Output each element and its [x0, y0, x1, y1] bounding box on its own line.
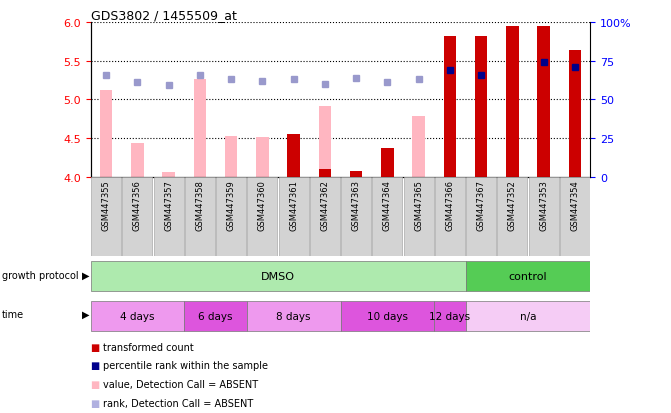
Bar: [444, 37, 456, 178]
Text: ■: ■: [91, 361, 100, 370]
Text: control: control: [509, 272, 548, 282]
FancyBboxPatch shape: [91, 178, 121, 256]
FancyBboxPatch shape: [466, 301, 590, 331]
FancyBboxPatch shape: [278, 178, 309, 256]
Bar: [194, 80, 206, 178]
FancyBboxPatch shape: [404, 178, 433, 256]
Text: GSM447356: GSM447356: [133, 180, 142, 231]
Text: rank, Detection Call = ABSENT: rank, Detection Call = ABSENT: [103, 398, 253, 408]
FancyBboxPatch shape: [466, 262, 590, 292]
FancyBboxPatch shape: [154, 178, 184, 256]
Text: GSM447352: GSM447352: [508, 180, 517, 230]
Text: GSM447361: GSM447361: [289, 180, 298, 231]
Text: ■: ■: [91, 398, 100, 408]
Text: GSM447366: GSM447366: [446, 180, 454, 231]
FancyBboxPatch shape: [434, 301, 466, 331]
Text: GSM447359: GSM447359: [227, 180, 236, 230]
FancyBboxPatch shape: [435, 178, 465, 256]
Text: ▶: ▶: [82, 309, 89, 319]
Bar: [319, 107, 331, 178]
Text: 6 days: 6 days: [199, 311, 233, 321]
Bar: [287, 135, 300, 178]
Bar: [256, 138, 268, 178]
Text: 12 days: 12 days: [429, 311, 470, 321]
Bar: [475, 37, 487, 178]
Text: 8 days: 8 days: [276, 311, 311, 321]
Bar: [350, 171, 362, 178]
Bar: [162, 173, 175, 178]
FancyBboxPatch shape: [466, 178, 496, 256]
Text: DMSO: DMSO: [261, 272, 295, 282]
FancyBboxPatch shape: [529, 178, 559, 256]
Text: ▶: ▶: [82, 271, 89, 280]
Text: n/a: n/a: [520, 311, 536, 321]
FancyBboxPatch shape: [560, 178, 590, 256]
FancyBboxPatch shape: [91, 301, 185, 331]
Text: transformed count: transformed count: [103, 342, 193, 352]
Text: percentile rank within the sample: percentile rank within the sample: [103, 361, 268, 370]
Bar: [568, 51, 581, 178]
Text: 10 days: 10 days: [367, 311, 408, 321]
Text: GSM447363: GSM447363: [352, 180, 360, 231]
Text: GSM447364: GSM447364: [383, 180, 392, 231]
Bar: [225, 137, 238, 178]
Text: growth protocol: growth protocol: [2, 271, 79, 280]
FancyBboxPatch shape: [216, 178, 246, 256]
Text: GDS3802 / 1455509_at: GDS3802 / 1455509_at: [91, 9, 236, 21]
Text: GSM447357: GSM447357: [164, 180, 173, 231]
Text: 4 days: 4 days: [120, 311, 155, 321]
FancyBboxPatch shape: [310, 178, 340, 256]
Bar: [381, 148, 394, 178]
Bar: [100, 91, 113, 178]
Text: value, Detection Call = ABSENT: value, Detection Call = ABSENT: [103, 379, 258, 389]
FancyBboxPatch shape: [497, 178, 527, 256]
Text: GSM447365: GSM447365: [414, 180, 423, 231]
Text: GSM447358: GSM447358: [195, 180, 205, 231]
Text: ■: ■: [91, 379, 100, 389]
Bar: [413, 117, 425, 178]
Bar: [537, 26, 550, 178]
Text: GSM447354: GSM447354: [570, 180, 579, 230]
FancyBboxPatch shape: [91, 262, 466, 292]
FancyBboxPatch shape: [185, 301, 247, 331]
Text: GSM447362: GSM447362: [321, 180, 329, 231]
Text: ■: ■: [91, 342, 100, 352]
Text: time: time: [2, 309, 24, 319]
Text: GSM447355: GSM447355: [102, 180, 111, 230]
FancyBboxPatch shape: [341, 178, 371, 256]
Text: GSM447360: GSM447360: [258, 180, 267, 231]
FancyBboxPatch shape: [372, 178, 403, 256]
Text: GSM447353: GSM447353: [539, 180, 548, 231]
Bar: [132, 143, 144, 178]
Bar: [506, 26, 519, 178]
Text: GSM447367: GSM447367: [476, 180, 486, 231]
FancyBboxPatch shape: [340, 301, 434, 331]
FancyBboxPatch shape: [185, 178, 215, 256]
FancyBboxPatch shape: [248, 178, 277, 256]
Bar: [319, 170, 331, 178]
FancyBboxPatch shape: [247, 301, 340, 331]
FancyBboxPatch shape: [122, 178, 152, 256]
